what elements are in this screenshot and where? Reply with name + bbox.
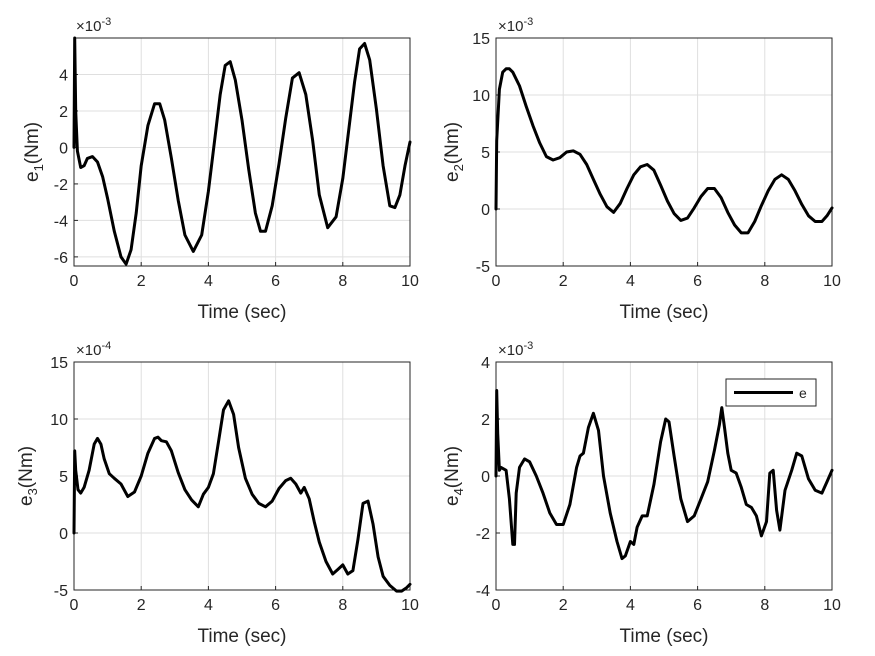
subplot-1-series-line	[72, 36, 412, 266]
subplot-1-x-tick-label: 10	[401, 273, 419, 290]
legend-entry-label: e	[799, 385, 807, 401]
subplot-1-x-tick-label: 4	[204, 273, 213, 290]
subplot-2-curve-group	[494, 67, 834, 235]
subplot-4-x-tick-label: 10	[823, 597, 841, 614]
subplot-2-y-axis-label: e2(Nm)	[442, 122, 466, 182]
subplot-1-x-tick-label: 6	[271, 273, 280, 290]
subplot-2-y-tick-label: 0	[481, 202, 490, 219]
subplot-3-x-axis-label: Time (sec)	[197, 626, 286, 647]
subplot-1-ticks: 0 2 4 6 8 10 -6 -4 -2 0 2 4	[54, 67, 419, 290]
subplot-4-y-axis-label: e4(Nm)	[442, 446, 466, 506]
subplot-4-x-tick-label: 0	[492, 597, 501, 614]
subplot-3-y-tick-label: 5	[59, 469, 68, 486]
subplot-2-multiplier: ×10-3	[498, 16, 533, 35]
subplot-1-x-tick-label: 2	[137, 273, 146, 290]
subplot-4-y-tick-label: -4	[476, 583, 490, 600]
subplot-1-multiplier: ×10-3	[76, 16, 111, 35]
subplot-3-x-tick-label: 2	[137, 597, 146, 614]
subplot-2-x-tick-label: 2	[559, 273, 568, 290]
subplot-3-x-tick-label: 8	[338, 597, 347, 614]
subplot-3-y-tick-label: -5	[54, 583, 68, 600]
subplot-4-x-tick-label: 8	[760, 597, 769, 614]
legend[interactable]: e	[725, 378, 817, 407]
subplot-4-curve-group	[494, 389, 834, 561]
subplot-1-x-axis-label: Time (sec)	[197, 302, 286, 323]
subplot-4-x-axis-label: Time (sec)	[619, 626, 708, 647]
subplot-2-x-tick-label: 8	[760, 273, 769, 290]
subplot-2-x-tick-label: 6	[693, 273, 702, 290]
subplot-4-x-tick-label: 4	[626, 597, 635, 614]
subplot-2-y-tick-label: 15	[472, 31, 490, 48]
subplot-2-y-tick-label: -5	[476, 259, 490, 276]
subplot-4-x-tick-label: 2	[559, 597, 568, 614]
subplot-1: 0 2 4 6 8 10 -6 -4 -2 0 2 4 ×10-3 Time (sec) e1(Nm)	[22, 16, 419, 323]
subplot-4-y-tick-label: 4	[481, 355, 490, 372]
subplot-4-y-tick-label: 2	[481, 412, 490, 429]
subplot-3-x-tick-label: 0	[70, 597, 79, 614]
subplot-3-y-axis-label: e3(Nm)	[16, 446, 40, 506]
subplot-2-y-tick-label: 10	[472, 88, 490, 105]
subplot-2-x-tick-label: 4	[626, 273, 635, 290]
subplot-1-y-tick-label: -4	[54, 213, 68, 230]
subplot-2-x-tick-label: 0	[492, 273, 501, 290]
subplot-4-y-tick-label: 0	[481, 469, 490, 486]
subplot-3-y-tick-label: 0	[59, 526, 68, 543]
subplot-1-y-tick-label: 4	[59, 67, 68, 84]
subplot-1-y-tick-label: 0	[59, 140, 68, 157]
subplot-4-y-tick-label: -2	[476, 526, 490, 543]
subplot-4-x-tick-label: 6	[693, 597, 702, 614]
subplot-4-series-line	[494, 389, 834, 561]
subplot-3-y-tick-label: 10	[50, 412, 68, 429]
subplot-3-multiplier: ×10-4	[76, 340, 111, 359]
subplot-3-curve-group	[72, 399, 412, 593]
subplot-3-series-line	[72, 399, 412, 593]
subplot-2-x-tick-label: 10	[823, 273, 841, 290]
subplot-1-x-tick-label: 0	[70, 273, 79, 290]
subplot-1-y-tick-label: 2	[59, 104, 68, 121]
subplot-4-ticks: 0 2 4 6 8 10 -4 -2 0 2 4	[476, 355, 841, 614]
subplot-1-y-tick-label: -6	[54, 250, 68, 267]
subplot-2-series-line	[494, 67, 834, 235]
subplot-2-y-tick-label: 5	[481, 145, 490, 162]
subplot-3-y-tick-label: 15	[50, 355, 68, 372]
subplot-2-x-axis-label: Time (sec)	[619, 302, 708, 323]
subplot-1-x-tick-label: 8	[338, 273, 347, 290]
subplot-4-multiplier: ×10-3	[498, 340, 533, 359]
subplot-1-y-tick-label: -2	[54, 177, 68, 194]
subplot-3-x-tick-label: 6	[271, 597, 280, 614]
subplot-1-y-axis-label: e1(Nm)	[22, 122, 46, 182]
subplot-3-x-tick-label: 4	[204, 597, 213, 614]
subplot-1-axes-box	[73, 37, 411, 267]
subplot-4: 0 2 4 6 8 10 -4 -2 0 2 4 ×10-3 Time (sec) e4(Nm) e	[442, 340, 841, 647]
subplot-3-x-tick-label: 10	[401, 597, 419, 614]
subplot-1-curve-group	[72, 36, 412, 266]
